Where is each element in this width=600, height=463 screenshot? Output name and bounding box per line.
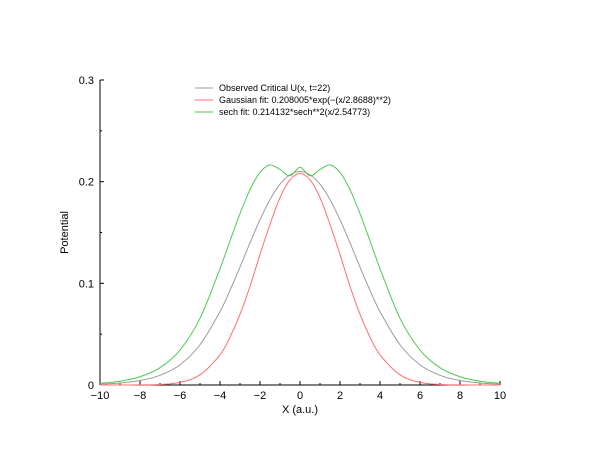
series-lines — [99, 164, 501, 386]
legend-entry: Observed Critical U(x, t=22) — [219, 83, 330, 93]
axes: −10 −8 −6 −4 −2 0 2 4 6 8 10 0 0.1 0.2 0.3 — [79, 75, 506, 402]
x-axis-label: X (a.u.) — [282, 404, 318, 416]
x-tick-label: −10 — [91, 390, 110, 402]
y-tick-label: 0 — [88, 380, 94, 392]
x-tick-label: 8 — [457, 390, 463, 402]
legend-entry: sech fit: 0.214132*sech**2(x/2.54773) — [219, 107, 370, 117]
y-axis-label: Potential — [59, 211, 71, 254]
x-tick-label: 0 — [297, 390, 303, 402]
sech-fit-line — [99, 164, 501, 384]
x-tick-label: 10 — [494, 390, 506, 402]
x-tick-label: 6 — [417, 390, 423, 402]
y-tick-label: 0.3 — [79, 75, 94, 87]
y-tick-label: 0.2 — [79, 177, 94, 189]
gaussian-fit-line — [99, 173, 501, 386]
x-tick-label: −4 — [214, 390, 227, 402]
legend: Observed Critical U(x, t=22) Gaussian fit… — [195, 83, 391, 117]
observed-series-line — [99, 170, 501, 385]
x-tick-label: 2 — [337, 390, 343, 402]
x-tick-label: −6 — [174, 390, 187, 402]
x-tick-label: −8 — [134, 390, 147, 402]
x-tick-label: 4 — [377, 390, 383, 402]
x-tick-label: −2 — [254, 390, 267, 402]
legend-entry: Gaussian fit: 0.208005*exp(−(x/2.8688)**… — [219, 95, 391, 105]
y-tick-label: 0.1 — [79, 278, 94, 290]
